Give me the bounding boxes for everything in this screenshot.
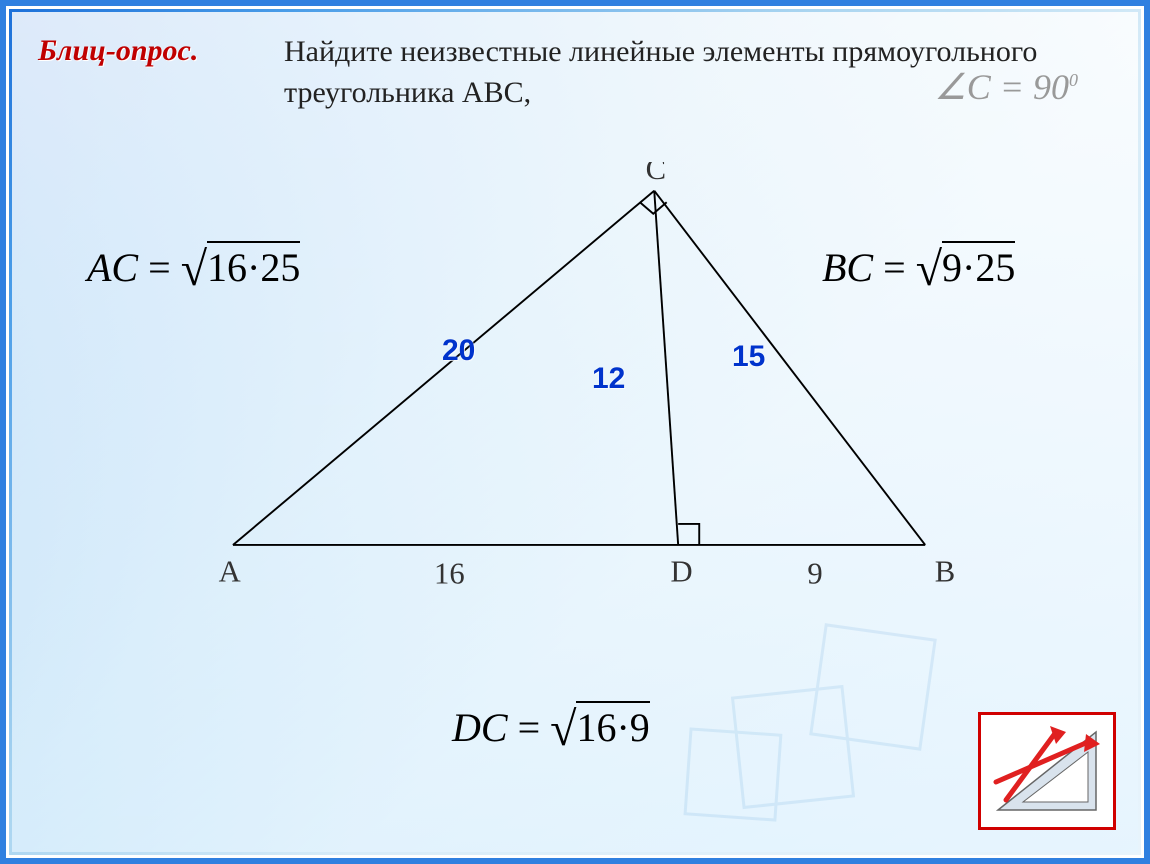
task-text: Найдите неизвестные линейные элементы пр… bbox=[284, 32, 1044, 113]
side-bc bbox=[654, 191, 925, 545]
set-square-icon bbox=[988, 722, 1106, 820]
segment-ad-label: 16 bbox=[434, 556, 465, 590]
vertex-b-label: B bbox=[935, 554, 955, 588]
formula-dc-radicand: 16·9 bbox=[576, 701, 649, 750]
altitude-cd bbox=[654, 191, 678, 545]
angle-val: 90 bbox=[1033, 67, 1069, 107]
slide-content: Блиц-опрос. Найдите неизвестные линейные… bbox=[12, 12, 1138, 852]
side-bc-value: 15 bbox=[732, 340, 765, 374]
formula-ac-lhs: AC bbox=[87, 245, 138, 290]
quiz-header: Блиц-опрос. bbox=[38, 34, 198, 68]
side-cd-value: 12 bbox=[592, 362, 625, 396]
side-ac-value: 20 bbox=[442, 334, 475, 368]
formula-dc-lhs: DC bbox=[452, 705, 508, 750]
right-angle-c-icon bbox=[640, 202, 667, 213]
right-angle-d-icon bbox=[678, 524, 699, 545]
vertex-a-label: A bbox=[219, 554, 241, 588]
set-square-logo bbox=[978, 712, 1116, 830]
segment-db-label: 9 bbox=[807, 556, 822, 590]
background-squares-icon bbox=[678, 622, 958, 822]
vertex-c-label: C bbox=[646, 162, 666, 186]
angle-deg: 0 bbox=[1069, 70, 1078, 90]
angle-var: C bbox=[967, 67, 991, 107]
formula-dc: DC = √16·9 bbox=[452, 702, 650, 757]
vertex-d-label: D bbox=[671, 554, 693, 588]
angle-annotation: ∠C = 900 bbox=[934, 66, 1078, 108]
